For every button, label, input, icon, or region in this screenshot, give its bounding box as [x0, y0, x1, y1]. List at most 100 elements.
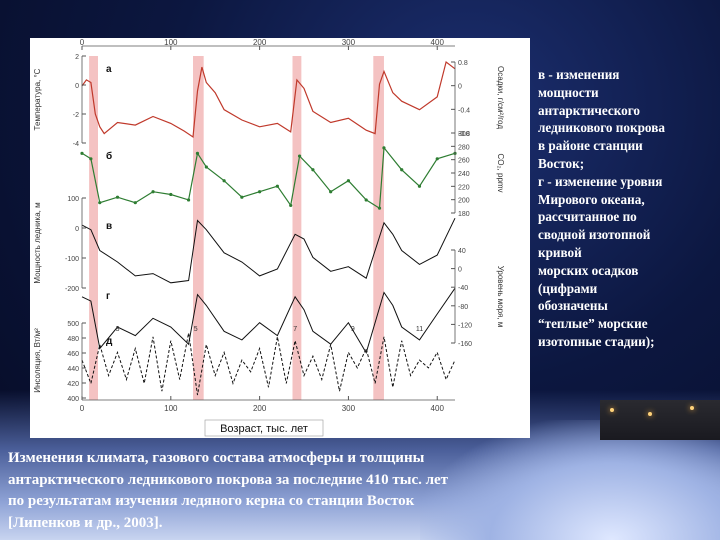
- left-tick-label: 400: [67, 396, 79, 403]
- right-tick-label: 0.8: [458, 60, 468, 67]
- top-tick-label: 400: [431, 38, 445, 47]
- description-line: г - изменение уровня: [538, 173, 663, 189]
- co2-point: [329, 190, 333, 194]
- right-tick-label: 260: [458, 158, 470, 165]
- interglacial-band: [89, 56, 98, 400]
- description-line: ледникового покрова: [538, 120, 665, 136]
- co2-point: [80, 151, 84, 155]
- panel-letter: в: [106, 221, 112, 232]
- left-tick-label: 440: [67, 366, 79, 373]
- right-tick-label: 300: [458, 131, 470, 138]
- slide-caption: Изменения климата, газового состава атмо…: [8, 448, 618, 534]
- right-axis-label: Осадки, г/см²/год: [496, 66, 505, 129]
- co2-point: [346, 179, 351, 183]
- co2-point: [222, 179, 226, 183]
- top-tick-label: 200: [253, 38, 267, 47]
- co2-point: [151, 190, 155, 194]
- top-tick-label: 100: [164, 38, 178, 47]
- co2-point: [382, 146, 386, 150]
- station-light: [610, 408, 614, 412]
- left-tick-label: 2: [75, 54, 79, 61]
- stage-label: 3: [116, 326, 120, 333]
- right-tick-label: 240: [458, 171, 470, 178]
- description-line: антарктического: [538, 102, 641, 118]
- left-axis-label: Инсоляция, Вт/м²: [33, 328, 42, 393]
- left-axis-label: Мощность ледника, м: [33, 202, 42, 283]
- series-line: [81, 287, 456, 355]
- co2-point: [169, 192, 173, 197]
- stage-label: 7: [293, 326, 297, 333]
- description-line: морских осадков: [538, 262, 639, 278]
- co2-point: [275, 184, 279, 188]
- description-line: мощности: [538, 84, 599, 100]
- right-tick-label: 40: [458, 248, 466, 255]
- co2-point: [98, 201, 102, 205]
- xlabel: Возраст, тыс. лет: [220, 423, 308, 435]
- right-axis-label: Уровень моря, м: [496, 266, 505, 328]
- right-tick-label: -160: [458, 341, 472, 348]
- description-line: изотопные стадии);: [538, 333, 655, 349]
- left-tick-label: 480: [67, 336, 79, 343]
- left-tick-label: -4: [73, 141, 79, 148]
- panel-letter: д: [106, 336, 113, 347]
- panel-letter: а: [106, 64, 112, 75]
- snow-bank: [420, 420, 720, 540]
- left-tick-label: 420: [67, 381, 79, 388]
- description-line: Восток;: [538, 155, 585, 171]
- xlabel-box: [204, 419, 324, 437]
- right-tick-label: 220: [458, 184, 470, 191]
- stage-label: 5: [194, 326, 198, 333]
- description-line: в районе станции: [538, 138, 643, 154]
- bottom-tick-label: 400: [431, 404, 445, 413]
- caption-line: [Липенков и др., 2003].: [8, 514, 163, 531]
- top-tick-label: 300: [342, 38, 356, 47]
- stage-label: 11: [416, 326, 423, 333]
- left-tick-label: 0: [75, 83, 79, 90]
- co2-point: [377, 206, 382, 210]
- description-line: в - изменения: [538, 67, 620, 82]
- left-tick-label: -2: [73, 112, 79, 119]
- description-line: обозначены: [538, 298, 608, 314]
- right-tick-label: -120: [458, 322, 472, 329]
- interglacial-band: [373, 56, 384, 400]
- right-tick-label: -40: [458, 285, 468, 292]
- right-tick-label: -0.8: [458, 131, 470, 138]
- co2-point: [204, 165, 208, 169]
- caption-line: Изменения климата, газового состава атмо…: [8, 450, 425, 466]
- co2-point: [89, 157, 93, 161]
- bottom-tick-label: 200: [253, 404, 267, 413]
- right-tick-label: 200: [458, 198, 470, 205]
- co2-point: [133, 201, 137, 205]
- right-tick-label: 0: [458, 267, 462, 274]
- top-tick-label: 0: [80, 38, 85, 47]
- co2-point: [115, 195, 120, 199]
- interglacial-band: [292, 56, 302, 400]
- bottom-tick-label: 0: [80, 404, 85, 413]
- right-tick-label: 280: [458, 144, 470, 151]
- stage-label: 9: [351, 326, 355, 333]
- caption-line: антарктического ледникового покрова за п…: [8, 471, 449, 488]
- left-tick-label: 0: [75, 226, 79, 233]
- station-light: [690, 406, 694, 410]
- right-tick-label: -0.4: [458, 107, 470, 114]
- co2-point: [195, 151, 200, 155]
- description-line: сводной изотопной: [538, 227, 651, 243]
- series-line: [81, 60, 456, 139]
- panel-letter: б: [106, 150, 112, 162]
- left-tick-label: 500: [67, 321, 79, 328]
- right-tick-label: 0: [458, 84, 462, 91]
- co2-point: [186, 198, 191, 202]
- co2-point: [297, 154, 302, 158]
- right-axis-label: CO₂, ppmv: [496, 153, 505, 192]
- co2-point: [240, 195, 244, 199]
- description-line: рассчитанное по: [538, 209, 637, 225]
- figure-panel: 0 100 200 300 400 0 100 200 300 400 Возраст, тыс. …: [30, 38, 530, 438]
- left-tick-label: -100: [65, 256, 79, 263]
- description-text: в - изменения мощности антарктического ледн…: [538, 66, 718, 351]
- co2-point: [364, 198, 368, 202]
- caption-line: по результатам изучения ледяного керна с…: [8, 493, 415, 509]
- co2-point: [258, 190, 262, 194]
- description-line: Мирового океана,: [538, 191, 645, 207]
- right-tick-label: -80: [458, 304, 468, 311]
